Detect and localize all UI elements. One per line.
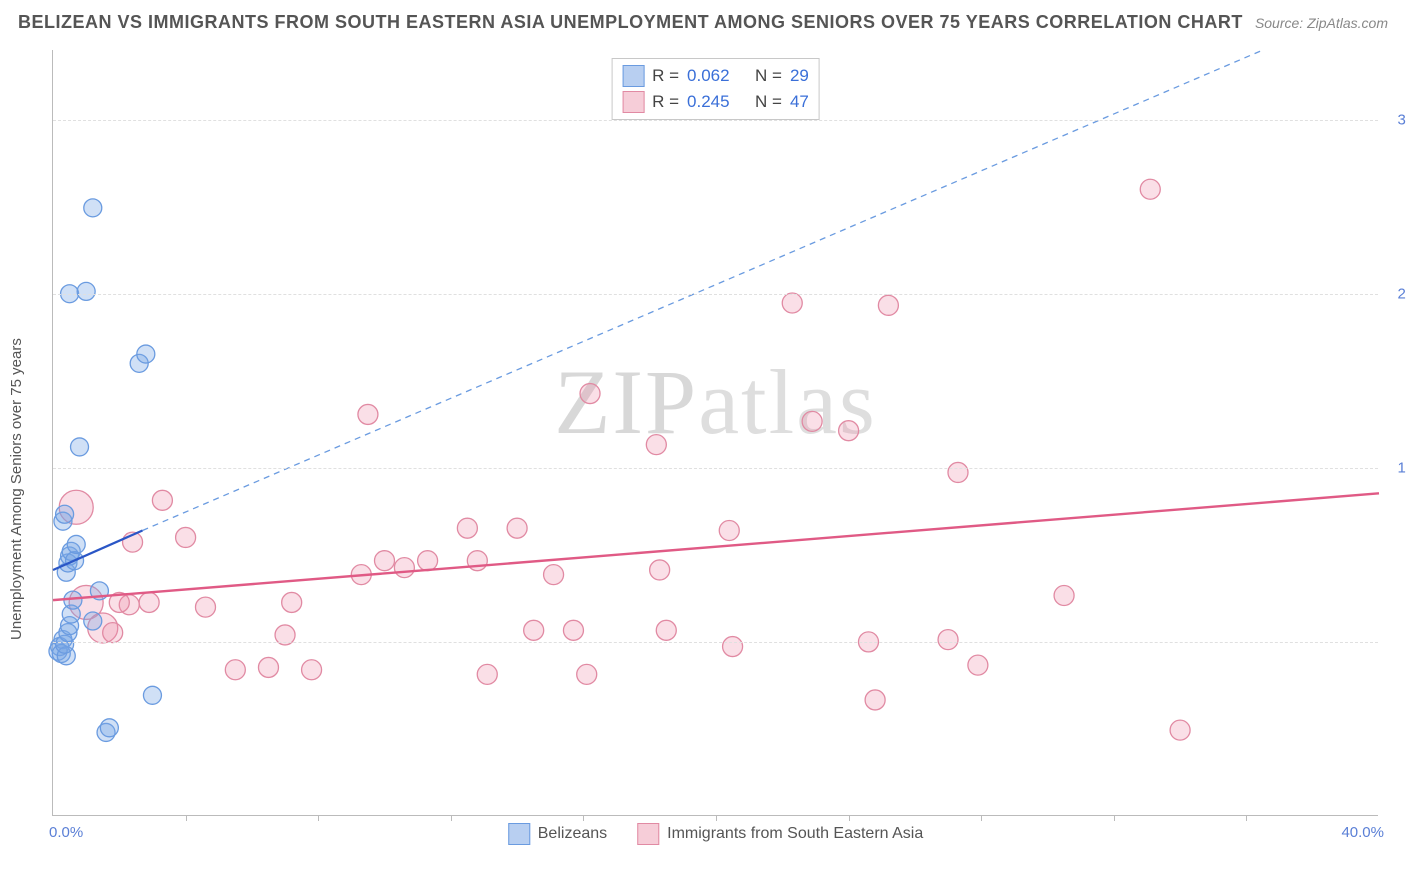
scatter-point bbox=[723, 637, 743, 657]
scatter-point bbox=[544, 565, 564, 585]
scatter-point bbox=[358, 404, 378, 424]
plot-area: ZIPatlas R = 0.062 N = 29 R = 0.245 N = … bbox=[52, 50, 1378, 816]
scatter-point bbox=[225, 660, 245, 680]
xtick-mark bbox=[186, 815, 187, 821]
xtick-mark bbox=[716, 815, 717, 821]
xtick-mark bbox=[451, 815, 452, 821]
scatter-point bbox=[719, 520, 739, 540]
scatter-point bbox=[77, 282, 95, 300]
legend-item-belizeans: Belizeans bbox=[508, 823, 607, 845]
scatter-point bbox=[258, 657, 278, 677]
gridline bbox=[53, 294, 1378, 295]
scatter-point bbox=[656, 620, 676, 640]
trend-line bbox=[143, 50, 1263, 530]
ytick-label: 15.0% bbox=[1384, 459, 1406, 476]
ytick-label: 7.5% bbox=[1384, 633, 1406, 650]
N-value-belizeans: 29 bbox=[790, 66, 809, 86]
xtick-mark bbox=[583, 815, 584, 821]
scatter-point bbox=[507, 518, 527, 538]
scatter-point bbox=[100, 719, 118, 737]
scatter-point bbox=[56, 505, 74, 523]
scatter-point bbox=[782, 293, 802, 313]
scatter-point bbox=[948, 462, 968, 482]
scatter-point bbox=[457, 518, 477, 538]
y-axis-label: Unemployment Among Seniors over 75 years bbox=[8, 338, 25, 640]
xtick-mark bbox=[981, 815, 982, 821]
scatter-point bbox=[418, 551, 438, 571]
swatch-belizeans bbox=[622, 65, 644, 87]
scatter-point bbox=[103, 623, 123, 643]
stats-legend: R = 0.062 N = 29 R = 0.245 N = 47 bbox=[611, 58, 820, 120]
scatter-point bbox=[650, 560, 670, 580]
N-value-sea: 47 bbox=[790, 92, 809, 112]
gridline bbox=[53, 642, 1378, 643]
stats-row-sea: R = 0.245 N = 47 bbox=[622, 89, 809, 115]
xtick-mark bbox=[318, 815, 319, 821]
scatter-point bbox=[477, 664, 497, 684]
legend-label-belizeans: Belizeans bbox=[538, 825, 607, 843]
scatter-point bbox=[375, 551, 395, 571]
scatter-point bbox=[1140, 179, 1160, 199]
scatter-point bbox=[938, 630, 958, 650]
gridline bbox=[53, 468, 1378, 469]
scatter-point bbox=[878, 295, 898, 315]
N-label: N = bbox=[755, 66, 782, 86]
legend-label-sea: Immigrants from South Eastern Asia bbox=[667, 825, 923, 843]
trend-line bbox=[53, 493, 1379, 600]
source-label: Source: ZipAtlas.com bbox=[1255, 15, 1388, 31]
scatter-point bbox=[84, 199, 102, 217]
N-label: N = bbox=[755, 92, 782, 112]
legend-swatch-sea bbox=[637, 823, 659, 845]
legend-swatch-belizeans bbox=[508, 823, 530, 845]
xtick-mark bbox=[1114, 815, 1115, 821]
scatter-point bbox=[137, 345, 155, 363]
scatter-point bbox=[84, 612, 102, 630]
scatter-point bbox=[139, 592, 159, 612]
x-origin-label: 0.0% bbox=[49, 824, 83, 841]
chart-svg bbox=[53, 50, 1378, 815]
scatter-point bbox=[394, 558, 414, 578]
scatter-point bbox=[524, 620, 544, 640]
R-value-sea: 0.245 bbox=[687, 92, 730, 112]
scatter-point bbox=[143, 686, 161, 704]
scatter-point bbox=[646, 435, 666, 455]
scatter-point bbox=[67, 535, 85, 553]
scatter-point bbox=[71, 438, 89, 456]
chart-title: BELIZEAN VS IMMIGRANTS FROM SOUTH EASTER… bbox=[18, 12, 1243, 33]
x-max-label: 40.0% bbox=[1341, 824, 1384, 841]
scatter-point bbox=[577, 664, 597, 684]
scatter-point bbox=[580, 384, 600, 404]
scatter-point bbox=[802, 411, 822, 431]
scatter-point bbox=[968, 655, 988, 675]
scatter-point bbox=[152, 490, 172, 510]
ytick-label: 22.5% bbox=[1384, 285, 1406, 302]
stats-row-belizeans: R = 0.062 N = 29 bbox=[622, 63, 809, 89]
scatter-point bbox=[1170, 720, 1190, 740]
R-label: R = bbox=[652, 66, 679, 86]
scatter-point bbox=[176, 527, 196, 547]
scatter-point bbox=[839, 421, 859, 441]
scatter-point bbox=[865, 690, 885, 710]
swatch-sea bbox=[622, 91, 644, 113]
scatter-point bbox=[563, 620, 583, 640]
xtick-mark bbox=[849, 815, 850, 821]
scatter-point bbox=[195, 597, 215, 617]
R-value-belizeans: 0.062 bbox=[687, 66, 730, 86]
ytick-label: 30.0% bbox=[1384, 111, 1406, 128]
scatter-point bbox=[302, 660, 322, 680]
gridline bbox=[53, 120, 1378, 121]
title-bar: BELIZEAN VS IMMIGRANTS FROM SOUTH EASTER… bbox=[18, 12, 1388, 33]
scatter-point bbox=[282, 592, 302, 612]
bottom-legend: Belizeans Immigrants from South Eastern … bbox=[508, 823, 923, 845]
R-label: R = bbox=[652, 92, 679, 112]
scatter-point bbox=[1054, 585, 1074, 605]
xtick-mark bbox=[1246, 815, 1247, 821]
legend-item-sea: Immigrants from South Eastern Asia bbox=[637, 823, 923, 845]
